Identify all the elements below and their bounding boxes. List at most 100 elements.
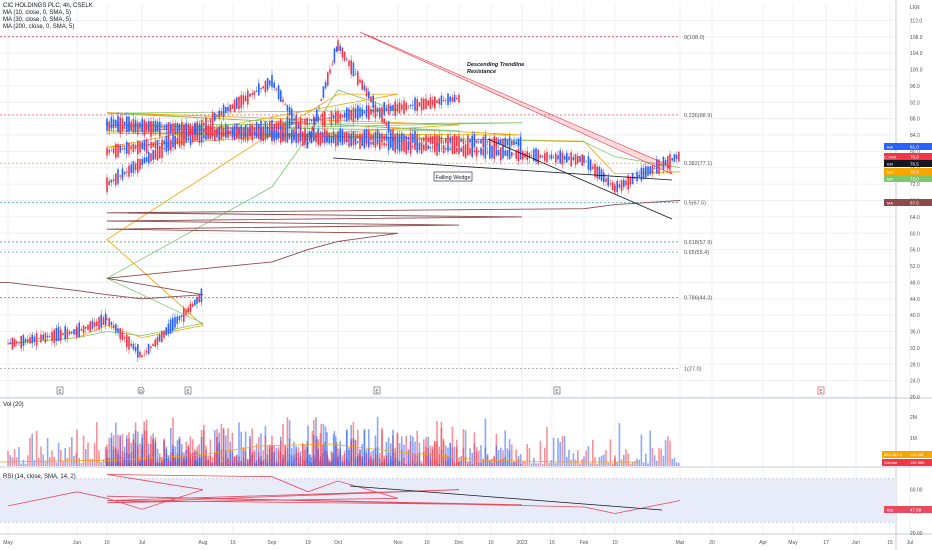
candle-body [502, 147, 504, 159]
candle-body [275, 122, 278, 130]
volume-bar [150, 435, 152, 466]
candle-body [537, 149, 539, 165]
volume-bar [322, 423, 325, 466]
candle-body [552, 156, 555, 158]
candle-body [436, 100, 438, 103]
volume-bar [134, 442, 137, 466]
volume-bar [616, 462, 618, 466]
volume-bar [445, 460, 447, 466]
candle-body [418, 138, 421, 140]
candle-body [453, 94, 456, 102]
volume-bar [618, 423, 621, 466]
candle-body [357, 105, 359, 120]
volume-bar [71, 437, 73, 466]
volume-bar [156, 448, 159, 466]
volume-pane-label[interactable]: Vol (20) [3, 402, 24, 408]
candle-body [429, 136, 432, 144]
candle-body [592, 166, 594, 169]
candle-body [194, 136, 196, 141]
candle-body [98, 316, 100, 330]
volume-bar [508, 439, 511, 466]
volume-bar [307, 425, 309, 466]
candle-body [198, 295, 200, 303]
price-tick-label: 104.0 [910, 51, 923, 57]
volume-bar [185, 450, 187, 466]
volume-bar [566, 456, 568, 466]
price-badge-tag [884, 143, 896, 150]
candle-body [143, 157, 146, 164]
volume-bar [115, 463, 117, 466]
candle-body [275, 130, 278, 140]
rsi-pane-label[interactable]: RSI (14, close, SMA, 14, 2) [3, 474, 76, 480]
candle-body [229, 104, 231, 112]
price-badge-label: Ask [887, 145, 894, 150]
candle-body [7, 343, 9, 345]
volume-bar [381, 427, 383, 466]
candle-body [508, 136, 511, 148]
candle-body [106, 318, 108, 320]
candle-body [561, 152, 564, 165]
volume-bar [497, 449, 500, 466]
legend-symbol[interactable]: CIC HOLDINGS PLC, 4h, CSELK [3, 3, 93, 9]
candle-body [409, 139, 412, 154]
candle-body [68, 331, 71, 335]
volume-bar [51, 450, 53, 466]
candle-body [194, 122, 196, 135]
volume-bar [412, 454, 414, 466]
volume-bar [139, 460, 141, 466]
volume-bar [313, 434, 315, 466]
volume-bar [87, 442, 89, 466]
volume-bar [464, 430, 467, 466]
volume-bar [495, 445, 498, 466]
volume-bar [167, 460, 170, 466]
candle-body [307, 142, 309, 144]
candle-body [440, 148, 443, 150]
candle-body [337, 40, 339, 51]
candle-body [264, 130, 267, 141]
candle-body [425, 98, 427, 109]
volume-bar [497, 460, 500, 466]
candle-body [350, 136, 352, 147]
candle-body [148, 152, 150, 164]
volume-bar [110, 463, 113, 466]
legend-ma200[interactable]: MA (200, close, 0, SMA, 5) [3, 24, 75, 30]
candle-body [649, 166, 651, 174]
volume-bar [445, 454, 447, 466]
candle-body [464, 144, 467, 159]
candle-body [273, 131, 275, 140]
legend-ma30[interactable]: MA (30, close, 0, SMA, 5) [3, 17, 72, 23]
volume-bar [187, 447, 190, 466]
volume-bar [293, 441, 295, 466]
volume-bar [357, 456, 359, 466]
candle-body [574, 154, 577, 165]
volume-bar [242, 463, 245, 466]
candle-body [328, 135, 330, 144]
volume-bar [370, 458, 372, 466]
candle-body [229, 130, 231, 134]
volume-pane: 2M 1M [0, 415, 917, 466]
candle-body [440, 95, 443, 105]
volume-bar [49, 457, 51, 466]
candle-body [170, 140, 172, 144]
volume-bar [302, 443, 304, 466]
volume-bar [667, 436, 669, 466]
candle-body [324, 81, 327, 89]
legend-ma10[interactable]: MA (10, close, 0, SMA, 5) [3, 10, 72, 16]
candle-body [117, 328, 119, 333]
candle-body [478, 141, 480, 143]
candle-body [647, 166, 649, 176]
volume-bar [181, 457, 183, 466]
candle-body [385, 134, 388, 141]
candle-body [321, 136, 324, 143]
candle-body [185, 135, 187, 143]
candle-body [372, 141, 374, 145]
volume-bar [332, 434, 335, 466]
volume-bar [319, 456, 322, 466]
volume-bar [530, 463, 533, 466]
candle-body [607, 177, 609, 186]
volume-bar [341, 463, 344, 466]
volume-bar [361, 444, 363, 466]
candle-body [71, 331, 73, 334]
candle-body [376, 129, 379, 144]
